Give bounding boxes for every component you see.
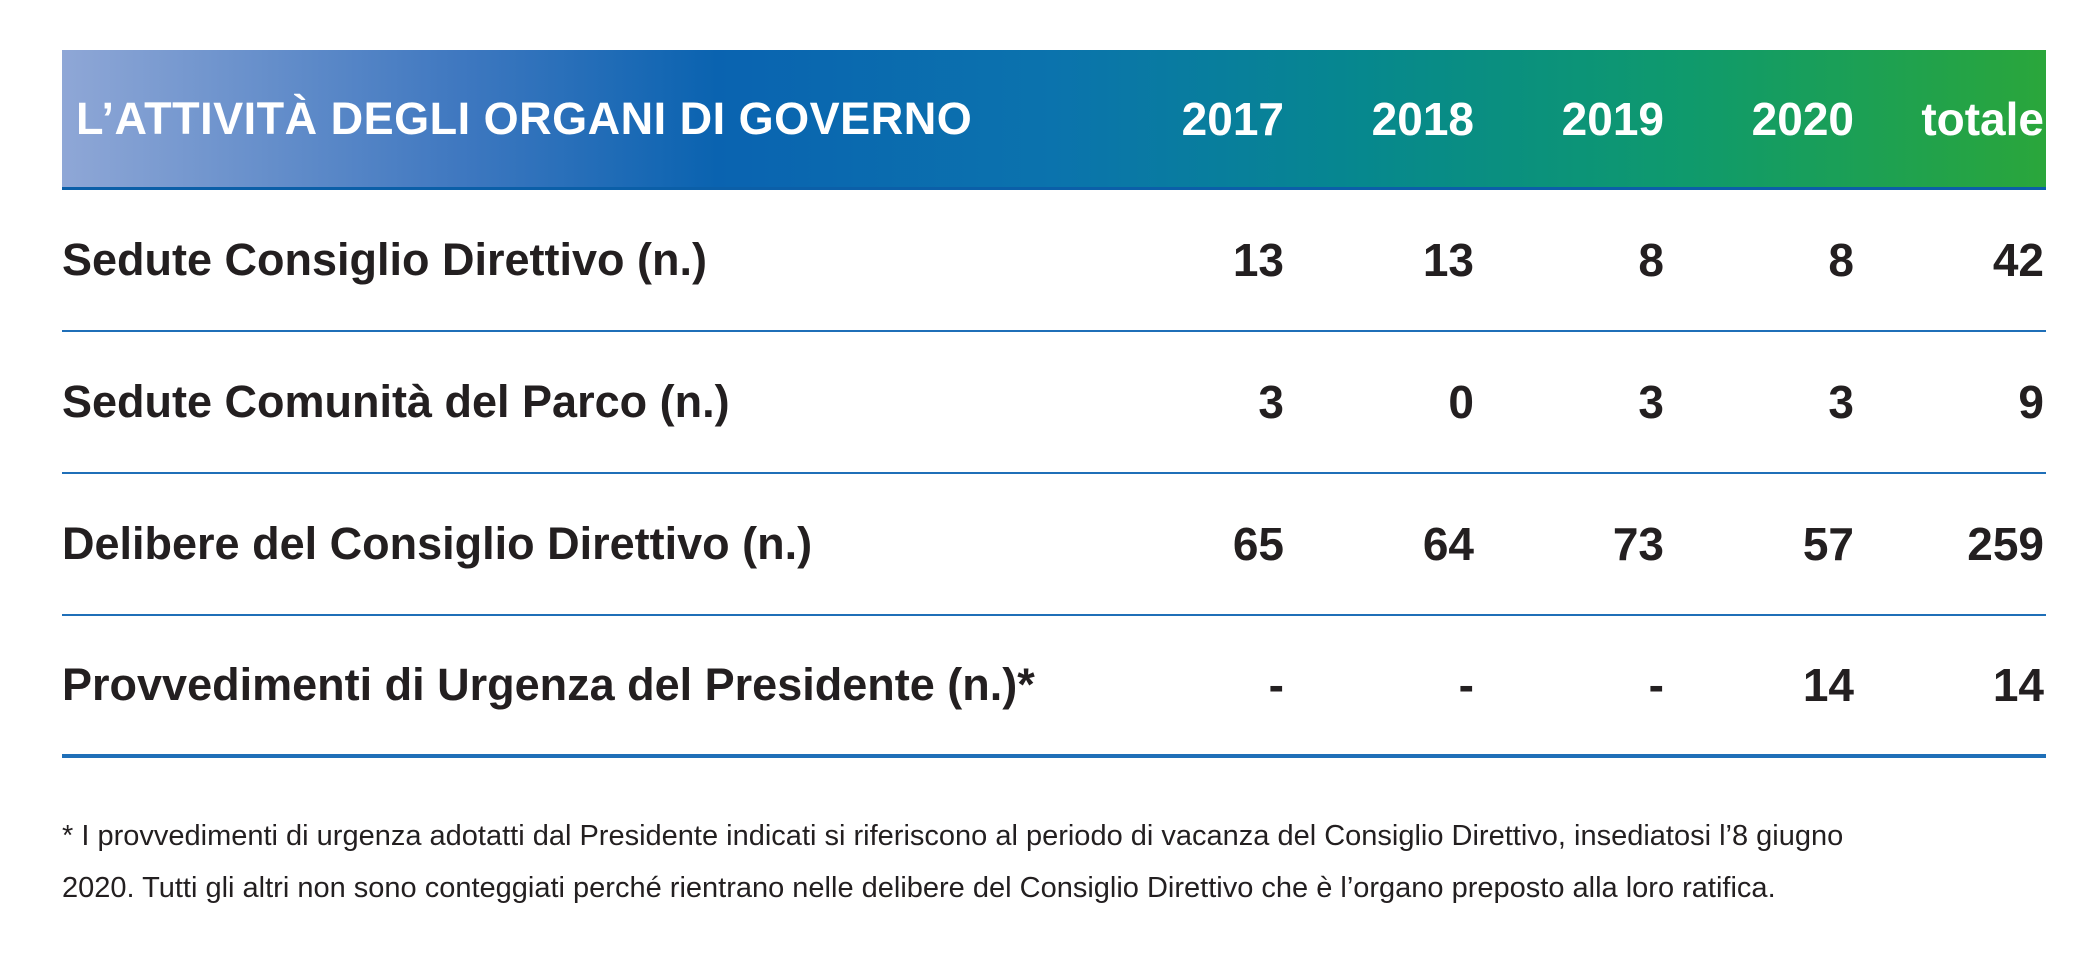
cell-2017: - (1268, 659, 1284, 711)
cell-2020: 8 (1828, 234, 1854, 286)
row-label: Sedute Consiglio Direttivo (n.) (62, 234, 708, 285)
table-title: L’ATTIVITÀ DEGLI ORGANI DI GOVERNO (76, 92, 973, 144)
footnote-line: * I provvedimenti di urgenza adotatti da… (62, 820, 1844, 852)
cell-totale: 42 (1992, 234, 2044, 286)
cell-2017: 3 (1258, 376, 1284, 428)
row-label: Provvedimenti di Urgenza del Presidente … (62, 659, 1035, 710)
cell-2020: 14 (1802, 659, 1854, 711)
cell-2018: - (1458, 659, 1474, 711)
row-label: Sedute Comunità del Parco (n.) (62, 376, 730, 427)
cell-2018: 64 (1422, 518, 1474, 570)
cell-2019: - (1648, 659, 1664, 711)
cell-totale: 259 (1967, 518, 2044, 570)
footnote-line: 2020. Tutti gli altri non sono conteggia… (62, 872, 1776, 904)
cell-2018: 13 (1422, 234, 1474, 286)
cell-2018: 0 (1448, 376, 1474, 428)
cell-2020: 3 (1828, 376, 1854, 428)
cell-totale: 14 (1992, 659, 2044, 711)
cell-2017: 65 (1232, 518, 1284, 570)
cell-2019: 3 (1638, 376, 1664, 428)
cell-2019: 73 (1612, 518, 1664, 570)
column-header-2019: 2019 (1561, 92, 1664, 145)
column-header-2020: 2020 (1751, 92, 1854, 145)
row-label: Delibere del Consiglio Direttivo (n.) (62, 518, 813, 569)
table-row: Sedute Consiglio Direttivo (n.) 13 13 8 … (62, 190, 2046, 332)
cell-2017: 13 (1232, 234, 1284, 286)
footnote: * I provvedimenti di urgenza adotatti da… (62, 810, 2052, 914)
table-row: Sedute Comunità del Parco (n.) 3 0 3 3 9 (62, 332, 2046, 474)
table-header: L’ATTIVITÀ DEGLI ORGANI DI GOVERNO 2017 … (62, 50, 2046, 190)
column-header-2018: 2018 (1371, 92, 1474, 145)
cell-2020: 57 (1802, 518, 1854, 570)
table-row: Delibere del Consiglio Direttivo (n.) 65… (62, 474, 2046, 616)
cell-2019: 8 (1638, 234, 1664, 286)
table-row: Provvedimenti di Urgenza del Presidente … (62, 616, 2046, 758)
activity-table: L’ATTIVITÀ DEGLI ORGANI DI GOVERNO 2017 … (62, 50, 2046, 758)
column-header-totale: totale (1921, 92, 2044, 145)
cell-totale: 9 (2018, 376, 2044, 428)
column-header-2017: 2017 (1181, 92, 1284, 145)
